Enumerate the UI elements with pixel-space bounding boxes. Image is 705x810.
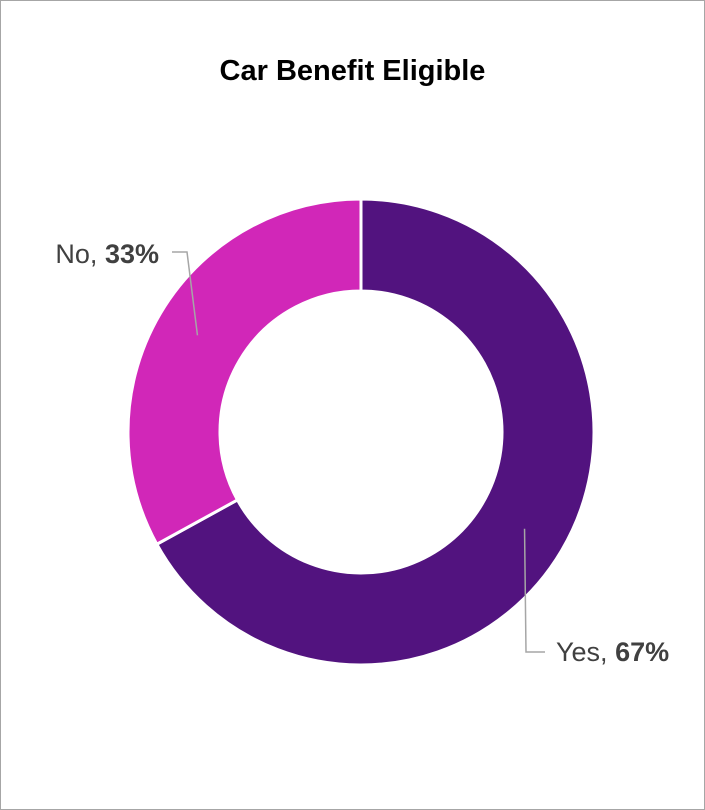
data-label-category: Yes, [556, 637, 615, 667]
data-labels: Yes, 67% No, 33% [55, 239, 669, 667]
donut-slices [126, 197, 596, 667]
data-label-value: 67% [615, 637, 669, 667]
slice-yes [154, 197, 596, 667]
leader-line-no [172, 251, 199, 336]
data-label-yes: Yes, 67% [556, 637, 669, 667]
chart-title: Car Benefit Eligible [219, 55, 486, 87]
data-label-value: 33% [105, 239, 159, 269]
slice-no [126, 197, 363, 547]
data-label-category: No, [55, 239, 105, 269]
leader-lines [172, 251, 545, 653]
leader-line-yes [523, 528, 545, 653]
data-label-no: No, 33% [55, 239, 159, 269]
